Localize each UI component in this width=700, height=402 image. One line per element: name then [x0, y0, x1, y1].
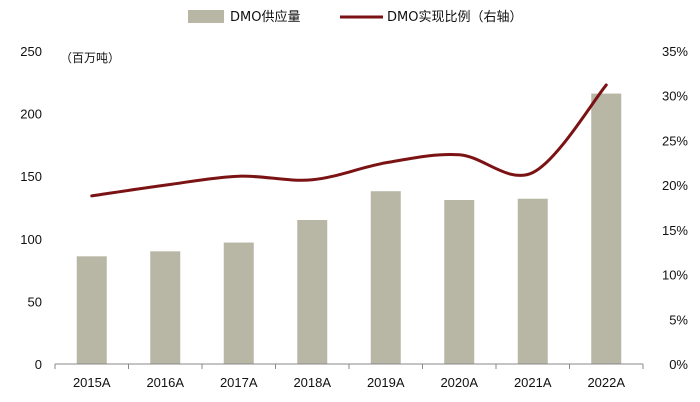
x-tick-label: 2022A — [587, 375, 625, 390]
bar-2017A — [223, 242, 254, 364]
bar-2021A — [517, 198, 548, 364]
left-tick-label: 200 — [20, 107, 42, 122]
right-tick-label: 15% — [662, 223, 688, 238]
right-tick-label: 10% — [662, 268, 688, 283]
x-tick-label: 2015A — [73, 375, 111, 390]
left-axis-unit: （百万吨） — [60, 51, 120, 65]
right-tick-label: 30% — [662, 89, 688, 104]
x-tick-label: 2021A — [514, 375, 552, 390]
legend-label-bar: DMO供应量 — [230, 9, 300, 25]
left-tick-label: 0 — [35, 357, 42, 372]
right-tick-label: 0% — [669, 357, 688, 372]
bar-2022A — [591, 93, 622, 365]
x-tick-label: 2018A — [293, 375, 331, 390]
left-tick-label: 250 — [20, 44, 42, 59]
left-tick-label: 50 — [28, 294, 42, 309]
right-tick-label: 20% — [662, 178, 688, 193]
x-tick-label: 2017A — [220, 375, 258, 390]
legend: DMO供应量 DMO实现比例（右轴） — [188, 9, 522, 25]
bar-2016A — [150, 251, 181, 364]
x-tick-label: 2020A — [440, 375, 478, 390]
right-axis-ticks: 0% 5% 10% 15% 20% 25% 30% 35% — [662, 44, 688, 372]
right-tick-label: 35% — [662, 44, 688, 59]
x-axis-tick-marks — [54, 364, 644, 369]
bar-2020A — [444, 199, 475, 364]
x-tick-label: 2019A — [367, 375, 405, 390]
x-tick-label: 2016A — [146, 375, 184, 390]
left-axis-ticks: 0 50 100 150 200 250 — [20, 44, 42, 372]
bar-2019A — [370, 191, 401, 364]
left-tick-label: 100 — [20, 232, 42, 247]
line-series — [90, 83, 608, 198]
legend-swatch-bar — [188, 10, 224, 23]
right-tick-label: 25% — [662, 133, 688, 148]
legend-label-line: DMO实现比例（右轴） — [387, 10, 522, 25]
left-tick-label: 150 — [20, 169, 42, 184]
right-tick-label: 5% — [669, 312, 688, 327]
bar-series — [76, 93, 622, 365]
x-axis-labels: 2015A 2016A 2017A 2018A 2019A 2020A 2021A 2022A — [73, 375, 625, 390]
bar-2015A — [76, 256, 107, 364]
bar-2018A — [297, 220, 328, 364]
